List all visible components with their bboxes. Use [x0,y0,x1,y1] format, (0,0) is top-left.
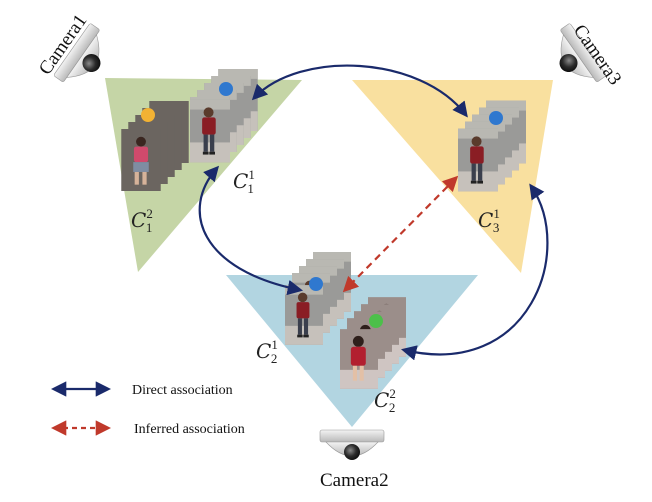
cluster-label-c1-1: C1 1 [233,167,254,196]
camera1-icon [53,23,101,82]
dot-c2-1 [309,277,323,291]
dot-c3-1 [489,111,503,125]
camera2-label: Camera2 [320,470,389,491]
dot-c1-1 [219,82,233,96]
cluster-label-c3-1: C1 3 [478,206,500,235]
legend: Direct association Inferred association [50,381,245,437]
legend-inferred-label: Inferred association [134,422,245,437]
camera2-icon [319,429,385,460]
cluster-label-c1-2: C2 1 [131,206,153,235]
inferred-arrow-c3-c2 [342,175,459,293]
dot-c2-2 [369,314,383,328]
legend-direct-label: Direct association [132,383,233,398]
camera3-icon [559,23,607,82]
cluster-label-c2-1: C1 2 [256,337,278,366]
direct-arrow-c3-c2 [401,183,549,361]
dot-c1-2 [141,108,155,122]
direct-arrow-c1-c2 [198,165,304,296]
cluster-label-c2-2: C2 2 [374,386,396,415]
direct-arrow-c1-c3 [251,64,468,118]
